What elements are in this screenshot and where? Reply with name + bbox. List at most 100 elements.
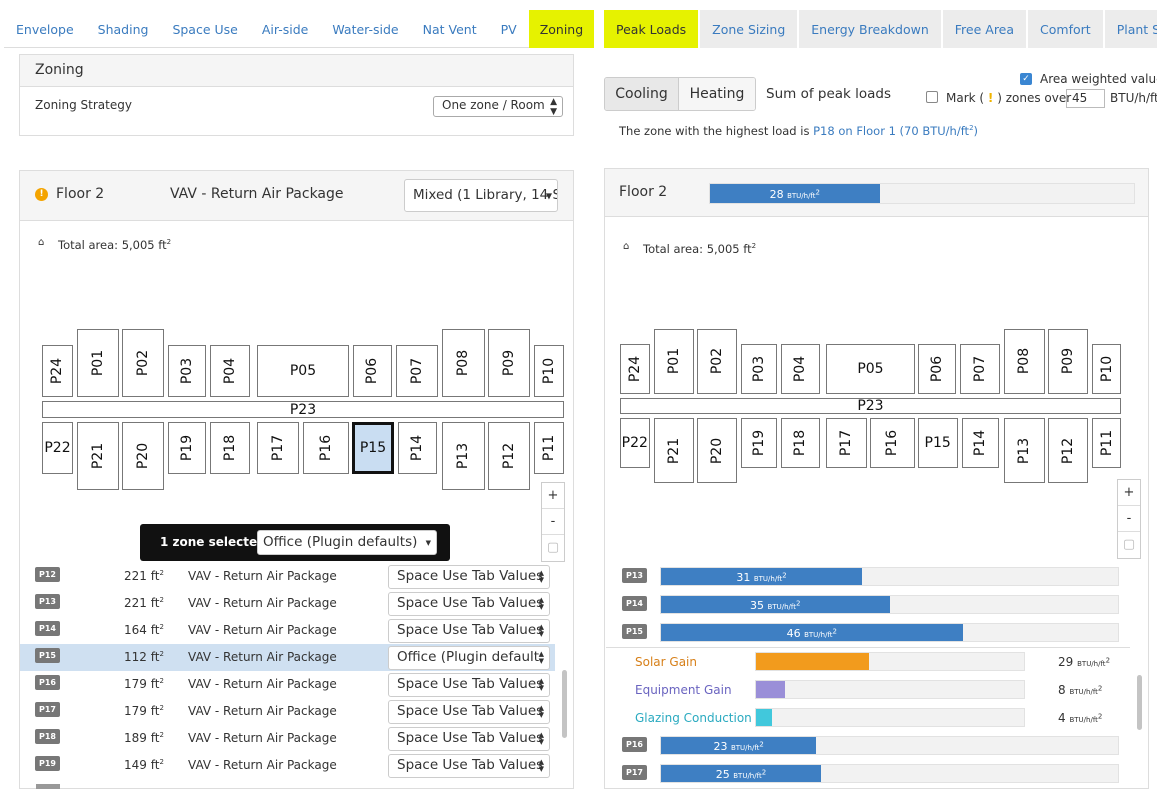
scrollbar-right[interactable] bbox=[1137, 675, 1142, 730]
floor-plan-left[interactable]: P23 P24 P01 P02 P03 P04 P05 P06 P07 P08 P09 P10 P22 P… bbox=[40, 325, 570, 495]
zone-p17[interactable]: P17 bbox=[826, 418, 867, 469]
zone-p15[interactable]: P15 bbox=[917, 418, 958, 469]
zoom-reset-button[interactable]: ▢ bbox=[1122, 537, 1136, 552]
tab-zone-sizing[interactable]: Zone Sizing bbox=[698, 10, 798, 48]
zone-p10[interactable]: P10 bbox=[534, 345, 564, 397]
zone-p13[interactable]: P13 bbox=[442, 422, 485, 490]
load-row[interactable]: P14 35 BTU/h/ft2 bbox=[610, 592, 1130, 616]
table-row[interactable]: P14 164 ft2 VAV - Return Air Package Space … bbox=[20, 617, 555, 644]
zone-p24[interactable]: P24 bbox=[619, 344, 650, 395]
zone-p12[interactable]: P12 bbox=[1048, 418, 1089, 484]
zoom-out-button[interactable]: - bbox=[1118, 506, 1140, 532]
tab-comfort[interactable]: Comfort bbox=[1026, 10, 1103, 48]
zone-p05[interactable]: P05 bbox=[257, 345, 349, 397]
zone-p16[interactable]: P16 bbox=[870, 418, 915, 469]
zone-p03[interactable]: P03 bbox=[168, 345, 206, 397]
zone-p11[interactable]: P11 bbox=[534, 422, 564, 474]
space-use-select[interactable]: Office (Plugin default ▲ ▼ bbox=[388, 646, 550, 670]
selection-space-use-select[interactable]: Office (Plugin defaults) ▼ bbox=[257, 530, 437, 555]
zone-p18[interactable]: P18 bbox=[210, 422, 250, 474]
mark-zones-checkbox[interactable] bbox=[926, 91, 938, 103]
table-row[interactable]: P13 221 ft2 VAV - Return Air Package Space … bbox=[20, 590, 555, 617]
zone-p09[interactable]: P09 bbox=[1048, 328, 1089, 395]
zone-p09[interactable]: P09 bbox=[488, 329, 530, 397]
load-row[interactable]: P13 31 BTU/h/ft2 bbox=[610, 564, 1130, 588]
table-row[interactable]: P16 179 ft2 VAV - Return Air Package Space … bbox=[20, 671, 555, 698]
space-use-select[interactable]: Space Use Tab Values ▲ ▼ bbox=[388, 565, 550, 589]
table-row[interactable]: P15 112 ft2 VAV - Return Air Package Office… bbox=[20, 644, 555, 671]
mix-select[interactable]: Mixed (1 Library, 14 S... ▼ bbox=[404, 179, 558, 212]
zone-p21[interactable]: P21 bbox=[77, 422, 119, 490]
tab-space-use[interactable]: Space Use bbox=[172, 21, 238, 37]
tab-nat-vent[interactable]: Nat Vent bbox=[422, 21, 477, 37]
zoom-out-button[interactable]: - bbox=[542, 509, 564, 535]
zone-p22[interactable]: P22 bbox=[619, 418, 650, 469]
zone-p12[interactable]: P12 bbox=[488, 422, 530, 490]
zone-p02[interactable]: P02 bbox=[122, 329, 164, 397]
zone-p05[interactable]: P05 bbox=[826, 344, 915, 395]
zone-p08[interactable]: P08 bbox=[442, 329, 485, 397]
zone-p06[interactable]: P06 bbox=[918, 344, 956, 395]
zoom-in-button[interactable]: + bbox=[542, 483, 564, 509]
zone-p01[interactable]: P01 bbox=[653, 328, 694, 395]
area-weighted-checkbox[interactable]: ✓ bbox=[1020, 73, 1032, 85]
table-row[interactable]: P17 179 ft2 VAV - Return Air Package Space … bbox=[20, 698, 555, 725]
tab-zoning[interactable]: Zoning bbox=[528, 10, 595, 48]
table-row[interactable]: P18 189 ft2 VAV - Return Air Package Space … bbox=[20, 725, 555, 752]
tab-peak-loads[interactable]: Peak Loads bbox=[604, 10, 699, 48]
zone-p23[interactable]: P23 bbox=[42, 401, 564, 418]
zone-p22[interactable]: P22 bbox=[42, 422, 73, 474]
zone-p06[interactable]: P06 bbox=[353, 345, 392, 397]
zone-p20[interactable]: P20 bbox=[696, 418, 738, 484]
zone-p14[interactable]: P14 bbox=[398, 422, 437, 474]
zoom-in-button[interactable]: + bbox=[1118, 480, 1140, 506]
zoning-strategy-select[interactable]: One zone / Room ▲ ▼ bbox=[433, 96, 563, 117]
zone-p17[interactable]: P17 bbox=[257, 422, 299, 474]
zoom-reset-button[interactable]: ▢ bbox=[546, 540, 560, 555]
zone-p20[interactable]: P20 bbox=[122, 422, 164, 490]
zone-p16[interactable]: P16 bbox=[303, 422, 349, 474]
space-use-select[interactable]: Space Use Tab Values ▲ ▼ bbox=[388, 727, 550, 751]
zone-p18[interactable]: P18 bbox=[781, 418, 820, 469]
zone-p23[interactable]: P23 bbox=[619, 397, 1122, 415]
zone-p07[interactable]: P07 bbox=[959, 344, 1001, 395]
highest-load-link[interactable]: P18 on Floor 1 (70 BTU/h/ft2) bbox=[813, 124, 978, 138]
table-row[interactable]: P19 149 ft2 VAV - Return Air Package Space … bbox=[20, 752, 555, 779]
tab-free-area[interactable]: Free Area bbox=[940, 10, 1027, 48]
space-use-select[interactable]: Space Use Tab Values ▲ ▼ bbox=[388, 754, 550, 778]
space-use-select[interactable]: Space Use Tab Values ▲ ▼ bbox=[388, 619, 550, 643]
zone-p19[interactable]: P19 bbox=[740, 418, 778, 469]
tab-plant-sizing[interactable]: Plant Sizing bbox=[1102, 10, 1157, 48]
tab-envelope[interactable]: Envelope bbox=[16, 21, 74, 37]
zone-p04[interactable]: P04 bbox=[781, 344, 820, 395]
zone-p10[interactable]: P10 bbox=[1092, 344, 1122, 395]
tab-pv[interactable]: PV bbox=[500, 21, 517, 37]
zone-p21[interactable]: P21 bbox=[653, 418, 694, 484]
zone-p07[interactable]: P07 bbox=[396, 345, 438, 397]
table-row[interactable]: P12 221 ft2 VAV - Return Air Package Space … bbox=[20, 563, 555, 590]
cooling-button[interactable]: Cooling bbox=[605, 78, 679, 110]
scrollbar-left[interactable] bbox=[562, 670, 567, 738]
zone-p24[interactable]: P24 bbox=[42, 345, 73, 397]
zone-p08[interactable]: P08 bbox=[1003, 328, 1046, 395]
tab-water-side[interactable]: Water-side bbox=[332, 21, 399, 37]
load-row[interactable]: P16 23 BTU/h/ft2 bbox=[610, 733, 1130, 757]
floor-plan-right[interactable]: P23 P24 P01 P02 P03 P04 P05 P06 P07 P08 P09 P10 P22 P… bbox=[618, 325, 1123, 485]
zone-p01[interactable]: P01 bbox=[77, 329, 119, 397]
zone-p04[interactable]: P04 bbox=[210, 345, 250, 397]
zone-p14[interactable]: P14 bbox=[961, 418, 1000, 469]
tab-air-side[interactable]: Air-side bbox=[261, 21, 309, 37]
space-use-select[interactable]: Space Use Tab Values ▲ ▼ bbox=[388, 700, 550, 724]
load-row[interactable]: P15 46 BTU/h/ft2 bbox=[610, 620, 1130, 644]
zone-p19[interactable]: P19 bbox=[168, 422, 206, 474]
zone-p02[interactable]: P02 bbox=[696, 328, 738, 395]
zone-p15[interactable]: P15 bbox=[352, 422, 394, 474]
space-use-select[interactable]: Space Use Tab Values ▲ ▼ bbox=[388, 673, 550, 697]
space-use-select[interactable]: Space Use Tab Values ▲ ▼ bbox=[388, 592, 550, 616]
zone-p11[interactable]: P11 bbox=[1092, 418, 1122, 469]
tab-energy-breakdown[interactable]: Energy Breakdown bbox=[797, 10, 941, 48]
tab-shading[interactable]: Shading bbox=[97, 21, 149, 37]
heating-button[interactable]: Heating bbox=[679, 78, 755, 110]
load-row[interactable]: P17 25 BTU/h/ft2 bbox=[610, 761, 1130, 785]
zone-p03[interactable]: P03 bbox=[740, 344, 778, 395]
